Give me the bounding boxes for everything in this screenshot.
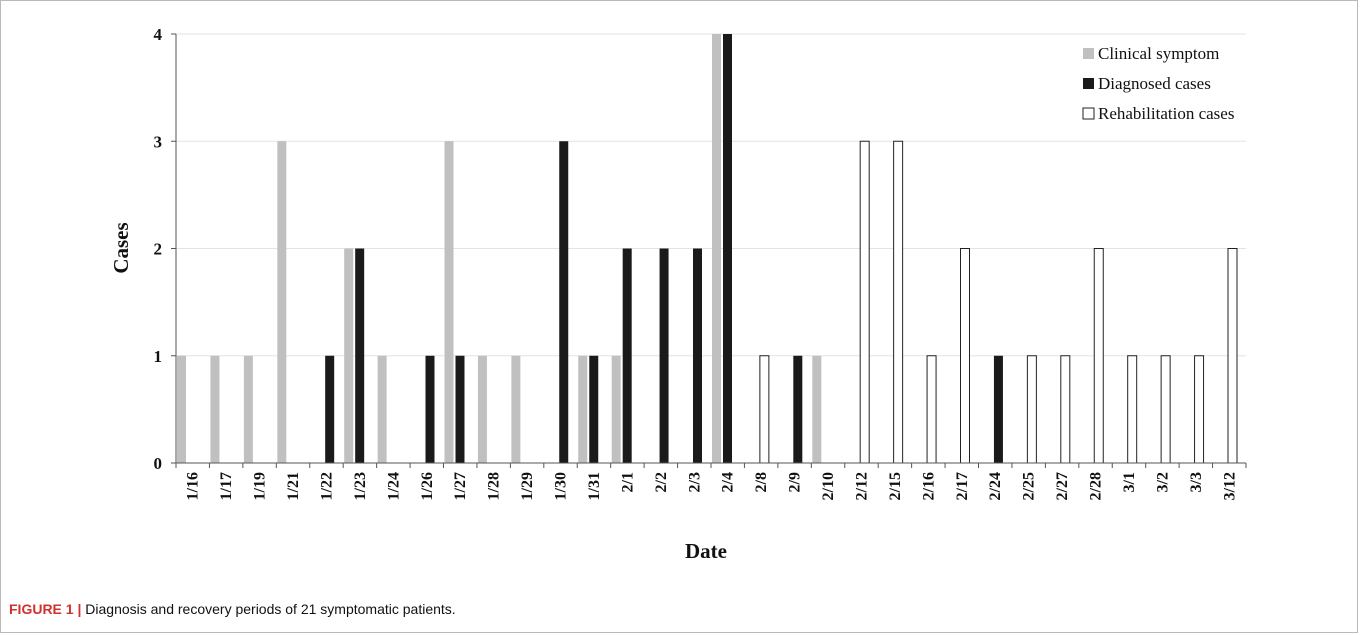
legend-swatch-clinical-symptom: [1083, 48, 1094, 59]
x-tick-label: 2/2: [653, 472, 670, 492]
x-tick-label: 1/21: [285, 472, 302, 500]
bar-clinical-symptom: [344, 248, 354, 463]
x-tick-label: 1/19: [252, 472, 269, 500]
x-tick-label: 1/27: [452, 472, 469, 500]
bar-diagnosed-cases: [355, 248, 365, 463]
bar-diagnosed-cases: [693, 248, 702, 463]
x-tick-label: 2/24: [987, 472, 1004, 500]
legend-label: Clinical symptom: [1098, 44, 1219, 63]
x-tick-label: 2/10: [820, 472, 837, 500]
caption-label: FIGURE 1: [9, 601, 74, 617]
x-tick-label: 1/29: [519, 472, 536, 500]
x-tick-label: 2/15: [887, 472, 904, 500]
bar-diagnosed-cases: [993, 355, 1003, 463]
y-tick-label: 3: [154, 132, 163, 151]
legend-label: Rehabilitation cases: [1098, 104, 1234, 123]
bar-rehabilitation-cases: [859, 140, 870, 464]
x-tick-label: 2/12: [853, 472, 870, 500]
x-tick-label: 3/3: [1188, 472, 1205, 492]
x-tick-label: 1/24: [385, 472, 402, 500]
bar-diagnosed-cases: [455, 355, 465, 463]
bar-rehabilitation-cases: [1093, 248, 1104, 464]
x-tick-label: 2/9: [787, 472, 804, 492]
legend: Clinical symptom Diagnosed cases Rehabilit…: [1082, 44, 1234, 123]
x-tick-label: 2/8: [753, 472, 770, 492]
x-tick-label: 1/30: [553, 472, 570, 500]
x-tick-label: 1/17: [218, 472, 235, 500]
bar-clinical-symptom: [812, 355, 822, 463]
x-tick-label: 1/31: [586, 472, 603, 500]
x-tick-label: 1/28: [486, 472, 503, 500]
caption-text: Diagnosis and recovery periods of 21 sym…: [85, 601, 456, 617]
x-tick-label: 3/12: [1221, 472, 1238, 500]
x-tick-label: 1/23: [352, 472, 369, 500]
x-tick-label: 2/27: [1054, 472, 1071, 500]
x-tick-label: 2/1: [619, 472, 636, 492]
bar-clinical-symptom: [578, 355, 588, 463]
bar-clinical-symptom: [712, 34, 721, 463]
bar-rehabilitation-cases: [926, 355, 937, 464]
y-axis-label: Cases: [109, 222, 133, 273]
x-tick-label: 2/17: [954, 472, 971, 500]
bar-diagnosed-cases: [793, 355, 803, 463]
axes: [171, 33, 1247, 468]
x-tick-label: 2/4: [720, 472, 737, 492]
x-tick-label: 2/28: [1088, 472, 1105, 500]
bar-rehabilitation-cases: [1026, 355, 1037, 464]
bar-rehabilitation-cases: [893, 140, 904, 464]
caption-separator: |: [77, 601, 82, 617]
bar-clinical-symptom: [444, 141, 454, 463]
bar-clinical-symptom: [511, 355, 521, 463]
bar-diagnosed-cases: [723, 34, 732, 463]
bar-rehabilitation-cases: [759, 355, 770, 464]
bar-rehabilitation-cases: [1194, 355, 1205, 464]
x-tick-label: 2/25: [1021, 472, 1038, 500]
bar-clinical-symptom: [477, 355, 487, 463]
bar-diagnosed-cases: [559, 141, 569, 463]
bar-diagnosed-cases: [622, 248, 632, 463]
bar-diagnosed-cases: [325, 355, 335, 463]
x-tick-label: 3/2: [1154, 472, 1171, 492]
x-tick-label: 2/16: [920, 472, 937, 500]
bar-rehabilitation-cases: [1160, 355, 1171, 464]
bar-diagnosed-cases: [425, 355, 435, 463]
y-tick-label: 1: [154, 347, 163, 366]
bar-diagnosed-cases: [659, 248, 669, 463]
bar-diagnosed-cases: [589, 355, 599, 463]
bar-rehabilitation-cases: [960, 248, 970, 464]
y-tick-label: 0: [154, 454, 163, 473]
bar-rehabilitation-cases: [1227, 248, 1238, 464]
y-tick-label: 4: [154, 25, 163, 44]
legend-label: Diagnosed cases: [1098, 74, 1211, 93]
x-tick-label: 3/1: [1121, 472, 1138, 492]
bar-rehabilitation-cases: [1060, 355, 1071, 464]
bar-clinical-symptom: [377, 355, 387, 463]
x-axis-label: Date: [685, 539, 727, 563]
legend-swatch-diagnosed-cases: [1083, 78, 1094, 89]
figure-caption: FIGURE 1 | Diagnosis and recovery period…: [9, 601, 1349, 617]
tick-labels: 0 1 2 3 4 1/16 1/17 1/19 1/21 1/22 1/23 1/24 1/26 1/2…: [154, 25, 1239, 500]
bar-clinical-symptom: [177, 355, 186, 463]
bar-chart: 0 1 2 3 4 1/16 1/17 1/19 1/21 1/22 1/23 1/24 1/26 1/2…: [109, 25, 1247, 563]
x-tick-label: 2/3: [686, 472, 703, 492]
x-tick-label: 1/22: [318, 472, 335, 500]
bar-clinical-symptom: [210, 355, 220, 463]
x-tick-label: 1/26: [419, 472, 436, 500]
y-tick-label: 2: [154, 240, 163, 259]
bar-clinical-symptom: [611, 355, 621, 463]
x-tick-label: 1/16: [185, 472, 202, 500]
bar-rehabilitation-cases: [1127, 355, 1138, 464]
legend-swatch-rehabilitation-cases: [1082, 107, 1095, 120]
bar-clinical-symptom: [277, 141, 287, 463]
bar-clinical-symptom: [243, 355, 253, 463]
